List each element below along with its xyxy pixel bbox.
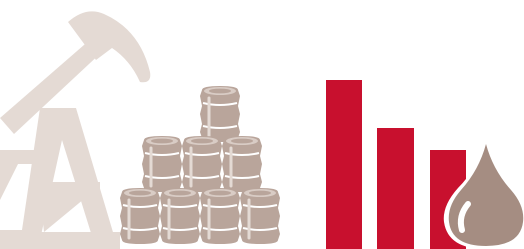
oil-illustration bbox=[0, 0, 524, 249]
barrel-stack bbox=[120, 86, 280, 244]
page bbox=[0, 0, 524, 249]
